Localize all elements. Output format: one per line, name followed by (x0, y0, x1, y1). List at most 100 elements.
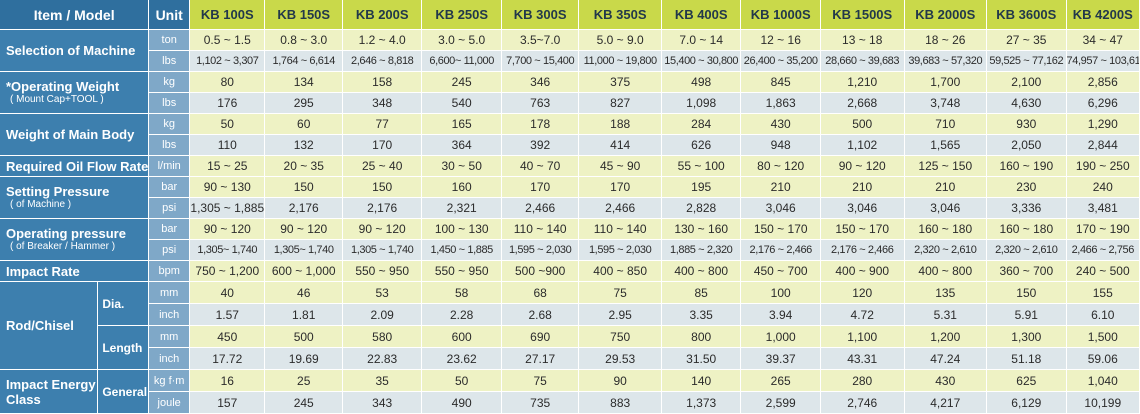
model-header: KB 300S (501, 0, 580, 30)
value-cell: 490 (421, 391, 502, 414)
value-cell: 170 ~ 190 (1066, 218, 1140, 240)
value-cell: 190 ~ 250 (1066, 155, 1140, 177)
value-cell: 12 ~ 16 (740, 29, 821, 51)
value-cell: 0.8 ~ 3.0 (264, 29, 343, 51)
table-row: Length mm 450 500 580 600 690 750 800 1,000 1,100… (0, 325, 1140, 370)
unit-cell: mm (148, 281, 191, 304)
value-cell: 110 ~ 140 (578, 218, 662, 240)
unit-cell: joule (148, 391, 191, 414)
table-row: Weight of Main Body kg 50 60 77 165 178 188 284… (0, 113, 1140, 156)
value-cell: 13 ~ 18 (820, 29, 905, 51)
value-cell: 1,595 ~ 2,030 (501, 239, 580, 261)
value-cell: 500 (264, 325, 343, 348)
value-cell: 3,748 (904, 92, 988, 114)
item-model-header: Item / Model (0, 0, 150, 30)
value-cell: 430 (904, 369, 988, 392)
value-cell: 90 ~ 120 (820, 155, 905, 177)
value-cell: 34 ~ 47 (1066, 29, 1140, 51)
value-cell: 130 ~ 160 (661, 218, 742, 240)
model-header: KB 350S (578, 0, 662, 30)
value-cell: 80 (189, 71, 266, 93)
value-cell: 29.53 (578, 347, 662, 370)
value-cell: 2,466 ~ 2,756 (1066, 239, 1140, 261)
value-cell: 6.10 (1066, 303, 1140, 326)
value-cell: 90 ~ 130 (189, 176, 266, 198)
value-cell: 580 (342, 325, 423, 348)
unit-cell: bpm (148, 260, 191, 282)
value-cell: 414 (578, 134, 662, 156)
value-cell: 2.95 (578, 303, 662, 326)
value-cell: 2,176 ~ 2,466 (740, 239, 821, 261)
value-cell: 60 (264, 113, 343, 135)
model-header: KB 4200S (1066, 0, 1140, 30)
value-cell: 1,305~ 1,740 (264, 239, 343, 261)
value-cell: 3.5~7.0 (501, 29, 580, 51)
value-cell: 392 (501, 134, 580, 156)
row-label-impact-rate: Impact Rate (0, 260, 150, 282)
value-cell: 1.57 (189, 303, 266, 326)
value-cell: 77 (342, 113, 423, 135)
table-row: lbs 110 132 170 364 392 414 626 948 1,102 1,565 2,0… (0, 134, 1140, 156)
value-cell: 1,450 ~ 1,885 (421, 239, 502, 261)
unit-cell: lbs (148, 134, 191, 156)
value-cell: 750 ~ 1,200 (189, 260, 266, 282)
value-cell: 500 (820, 113, 905, 135)
value-cell: 3,046 (740, 197, 821, 219)
value-cell: 245 (264, 391, 343, 414)
value-cell: 1,102 (820, 134, 905, 156)
value-cell: 6,296 (1066, 92, 1140, 114)
value-cell: 3,336 (986, 197, 1067, 219)
value-cell: 31.50 (661, 347, 742, 370)
value-cell: 2,668 (820, 92, 905, 114)
value-cell: 47.24 (904, 347, 988, 370)
value-cell: 550 ~ 950 (342, 260, 423, 282)
value-cell: 5.31 (904, 303, 988, 326)
value-cell: 295 (264, 92, 343, 114)
unit-cell: kg (148, 113, 191, 135)
unit-cell: ton (148, 29, 191, 51)
value-cell: 1.2 ~ 4.0 (342, 29, 423, 51)
model-header: KB 1000S (740, 0, 821, 30)
value-cell: 240 (1066, 176, 1140, 198)
value-cell: 400 ~ 800 (904, 260, 988, 282)
value-cell: 17.72 (189, 347, 266, 370)
value-cell: 125 ~ 150 (904, 155, 988, 177)
unit-cell: kg (148, 71, 191, 93)
value-cell: 74,957 ~ 103,617 (1066, 50, 1140, 72)
table-row: Selection of Machine ton 0.5 ~ 1.5 0.8 ~ 3… (0, 29, 1140, 72)
value-cell: 110 (189, 134, 266, 156)
table-row: Impact Energy Class General kg f·m 16 25 35… (0, 369, 1140, 414)
table-row: Rod/Chisel Dia. mm 40 46 53 58 68 75 85 100 120 13… (0, 281, 1140, 370)
value-cell: 626 (661, 134, 742, 156)
model-header: KB 2000S (904, 0, 988, 30)
value-cell: 1,305 ~ 1,740 (342, 239, 423, 261)
row-label-dia: Dia. (97, 281, 150, 326)
value-cell: 157 (189, 391, 266, 414)
value-cell: 100 ~ 130 (421, 218, 502, 240)
value-cell: 2,176 (342, 197, 423, 219)
value-cell: 150 (986, 281, 1067, 304)
value-cell: 15 ~ 25 (189, 155, 266, 177)
value-cell: 1,305~ 1,740 (189, 239, 266, 261)
value-cell: 948 (740, 134, 821, 156)
value-cell: 930 (986, 113, 1067, 135)
value-cell: 4,217 (904, 391, 988, 414)
value-cell: 883 (578, 391, 662, 414)
value-cell: 120 (820, 281, 905, 304)
value-cell: 3.94 (740, 303, 821, 326)
value-cell: 375 (578, 71, 662, 93)
value-cell: 150 (342, 176, 423, 198)
value-cell: 2,599 (740, 391, 821, 414)
value-cell: 240 ~ 500 (1066, 260, 1140, 282)
value-cell: 50 (189, 113, 266, 135)
value-cell: 90 (578, 369, 662, 392)
value-cell: 360 ~ 700 (986, 260, 1067, 282)
value-cell: 1,098 (661, 92, 742, 114)
value-cell: 18 ~ 26 (904, 29, 988, 51)
value-cell: 2,320 ~ 2,610 (986, 239, 1067, 261)
value-cell: 22.83 (342, 347, 423, 370)
value-cell: 110 ~ 140 (501, 218, 580, 240)
value-cell: 43.31 (820, 347, 905, 370)
value-cell: 400 ~ 850 (578, 260, 662, 282)
value-cell: 6,129 (986, 391, 1067, 414)
